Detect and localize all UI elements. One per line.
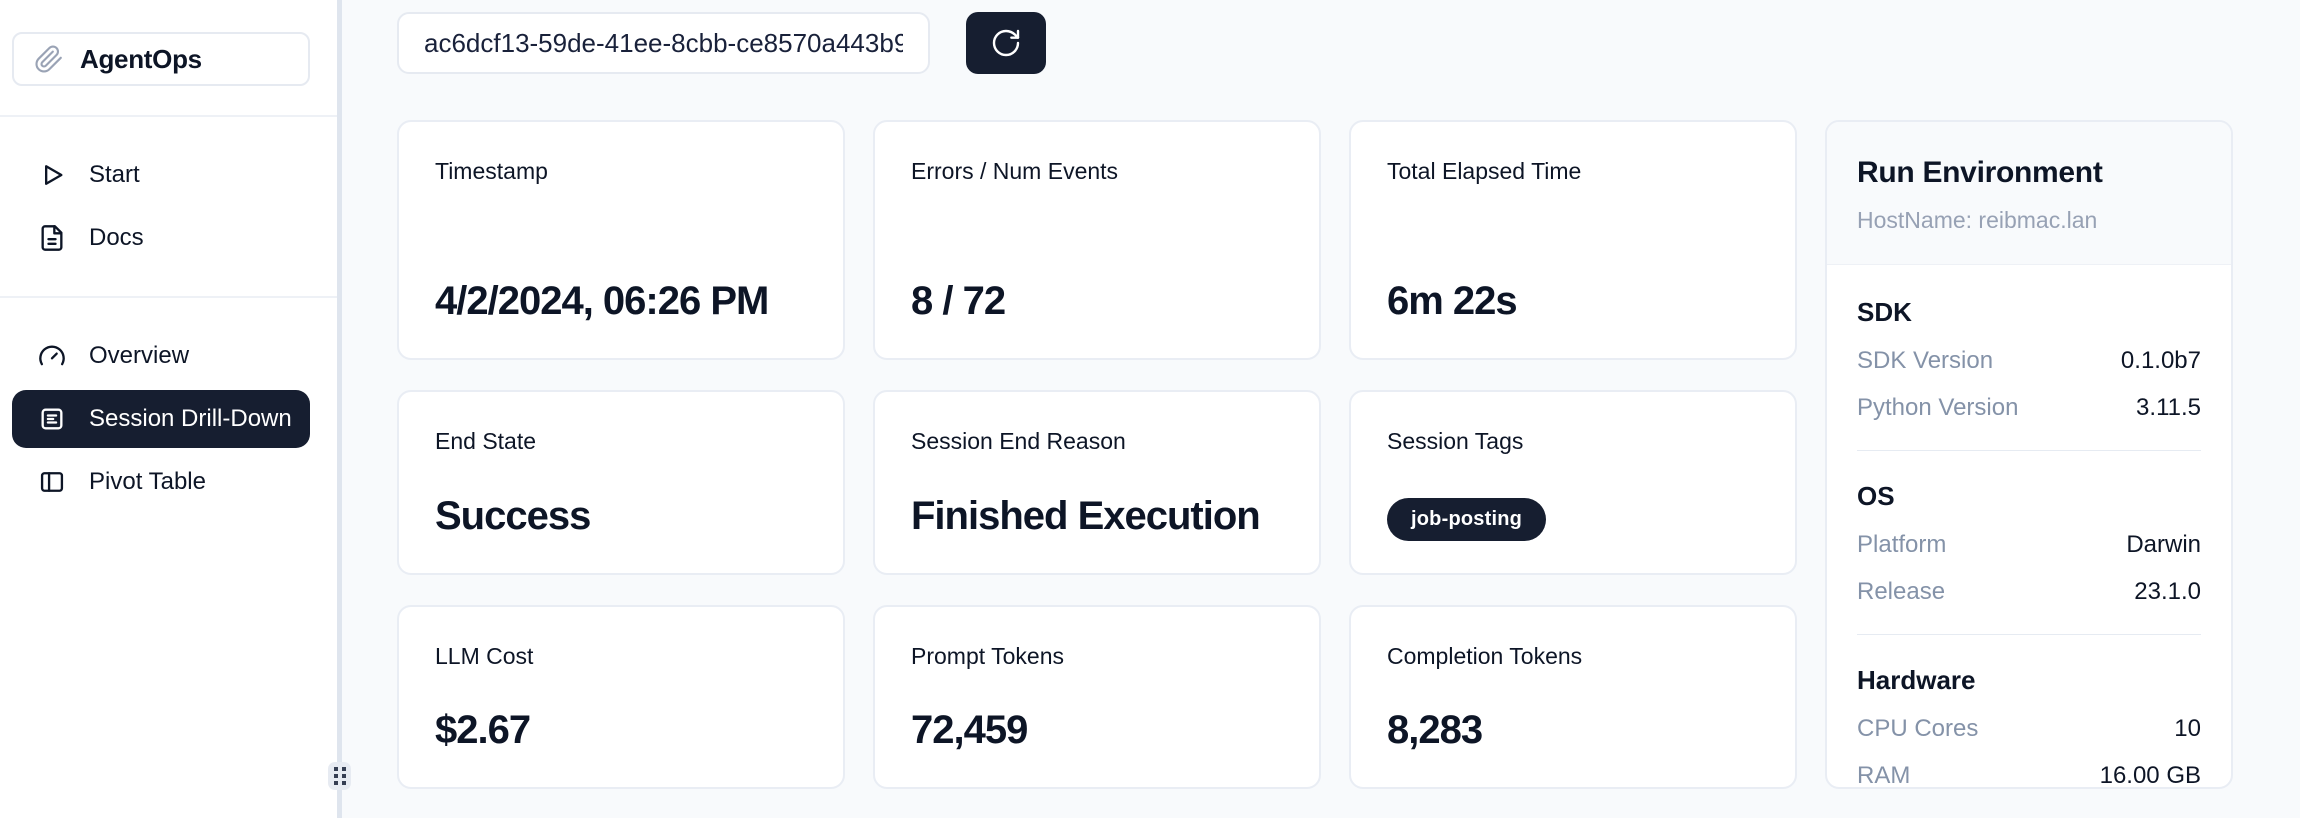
- env-value: Darwin: [2126, 531, 2201, 558]
- env-value: 3.11.5: [2136, 394, 2201, 421]
- env-value: 10: [2174, 715, 2201, 742]
- grip-dots-icon: [333, 767, 346, 785]
- card-label: LLM Cost: [435, 643, 534, 669]
- sidebar-item-label: Pivot Table: [89, 468, 206, 495]
- env-label: SDK Version: [1857, 347, 1994, 374]
- stat-card-completion-tokens: Completion Tokens 8,283: [1349, 605, 1797, 789]
- refresh-button[interactable]: [966, 12, 1046, 74]
- sidebar-item-docs[interactable]: Docs: [12, 209, 310, 267]
- sidebar-nav-top: Start Docs: [0, 117, 337, 296]
- logo-label: AgentOps: [80, 43, 202, 74]
- sidebar-item-label: Session Drill-Down: [89, 405, 292, 432]
- env-value: 16.00 GB: [2099, 762, 2201, 789]
- env-section-title-os: OS: [1857, 481, 1895, 511]
- env-label: Release: [1857, 578, 1946, 605]
- refresh-icon: [992, 29, 1020, 57]
- agentops-logo[interactable]: AgentOps: [12, 32, 310, 86]
- env-label: Python Version: [1857, 394, 2019, 421]
- card-value: Success: [435, 494, 591, 538]
- card-label: Session End Reason: [911, 428, 1126, 454]
- env-row-python-version: Python Version 3.11.5: [1857, 394, 2201, 422]
- card-label: Prompt Tokens: [911, 643, 1064, 669]
- card-label: Total Elapsed Time: [1387, 158, 1582, 184]
- stat-card-session-end-reason: Session End Reason Finished Execution: [873, 390, 1321, 575]
- sidebar-item-start[interactable]: Start: [12, 146, 310, 204]
- run-environment-panel: Run Environment HostName: reibmac.lan SD…: [1825, 120, 2233, 789]
- session-toolbar: [397, 12, 1046, 74]
- sidebar-resize-bar[interactable]: [337, 0, 342, 818]
- stat-card-end-state: End State Success: [397, 390, 845, 575]
- card-value: 8 / 72: [911, 279, 1006, 323]
- gauge-icon: [39, 345, 65, 366]
- env-row-cpu-cores: CPU Cores 10: [1857, 715, 2201, 743]
- card-value: 4/2/2024, 06:26 PM: [435, 279, 769, 323]
- stat-card-prompt-tokens: Prompt Tokens 72,459: [873, 605, 1321, 789]
- env-section-divider: [1857, 634, 2201, 635]
- env-label: CPU Cores: [1857, 715, 1979, 742]
- card-value: 8,283: [1387, 708, 1483, 752]
- sidebar-divider: [0, 115, 337, 117]
- columns-icon: [40, 472, 64, 492]
- env-label: Platform: [1857, 531, 1947, 558]
- play-icon: [45, 165, 63, 185]
- sidebar-item-label: Docs: [89, 224, 144, 251]
- sidebar-item-label: Start: [89, 161, 140, 188]
- run-environment-body: SDK SDK Version 0.1.0b7 Python Version 3…: [1827, 265, 2231, 789]
- sidebar-item-label: Overview: [89, 342, 190, 369]
- tags-container: job-posting: [1387, 498, 1759, 541]
- env-section-title-hardware: Hardware: [1857, 665, 1976, 695]
- sidebar-item-overview[interactable]: Overview: [12, 327, 310, 385]
- env-value: 0.1.0b7: [2120, 347, 2201, 374]
- stat-card-timestamp: Timestamp 4/2/2024, 06:26 PM: [397, 120, 845, 360]
- card-value: Finished Execution: [911, 494, 1261, 538]
- run-environment-title: Run Environment: [1857, 156, 2103, 189]
- card-value: 72,459: [911, 708, 1028, 752]
- env-label: RAM: [1857, 762, 1911, 789]
- card-label: Timestamp: [435, 158, 548, 184]
- session-tag-badge: job-posting: [1387, 498, 1547, 541]
- sidebar-item-session-drill-down[interactable]: Session Drill-Down: [12, 390, 310, 448]
- env-section-title-sdk: SDK: [1857, 297, 1912, 327]
- stats-grid: Timestamp 4/2/2024, 06:26 PM Errors / Nu…: [397, 120, 2233, 789]
- stat-card-session-tags: Session Tags job-posting: [1349, 390, 1797, 575]
- sidebar-item-pivot-table[interactable]: Pivot Table: [12, 453, 310, 511]
- document-icon: [41, 225, 63, 251]
- stat-card-llm-cost: LLM Cost $2.67: [397, 605, 845, 789]
- sidebar-resize-grip[interactable]: [328, 762, 351, 790]
- paperclip-logo-icon: [35, 45, 62, 73]
- sidebar-nav-main: Overview Session Drill-Down Pivot Table: [0, 298, 337, 540]
- env-row-sdk-version: SDK Version 0.1.0b7: [1857, 347, 2201, 375]
- env-row-release: Release 23.1.0: [1857, 578, 2201, 606]
- card-label: End State: [435, 428, 537, 454]
- session-note-icon: [41, 408, 63, 430]
- card-label: Session Tags: [1387, 428, 1524, 454]
- session-id-input[interactable]: [397, 12, 930, 74]
- card-label: Errors / Num Events: [911, 158, 1119, 184]
- env-section-divider: [1857, 450, 2201, 451]
- run-environment-header: Run Environment HostName: reibmac.lan: [1827, 122, 2231, 265]
- card-value: 6m 22s: [1387, 279, 1518, 323]
- sidebar: AgentOps Start Docs Overview Session Dri…: [0, 0, 337, 818]
- card-value: $2.67: [435, 708, 531, 752]
- env-value: 23.1.0: [2134, 578, 2201, 605]
- env-row-ram: RAM 16.00 GB: [1857, 762, 2201, 789]
- sidebar-divider: [0, 296, 337, 298]
- hostname-text: HostName: reibmac.lan: [1857, 207, 2098, 233]
- stat-card-total-elapsed-time: Total Elapsed Time 6m 22s: [1349, 120, 1797, 360]
- env-row-platform: Platform Darwin: [1857, 531, 2201, 559]
- stat-card-errors-num-events: Errors / Num Events 8 / 72: [873, 120, 1321, 360]
- card-label: Completion Tokens: [1387, 643, 1583, 669]
